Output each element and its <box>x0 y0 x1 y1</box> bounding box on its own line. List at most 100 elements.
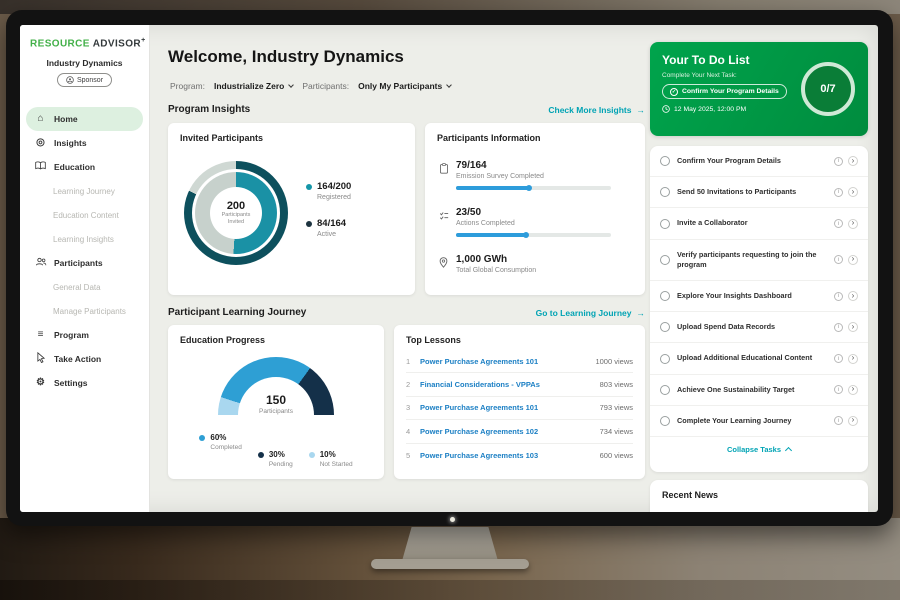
next-task-pill[interactable]: ✓ Confirm Your Program Details <box>662 84 787 99</box>
task-checkbox[interactable] <box>660 156 670 167</box>
info-icon[interactable] <box>834 255 843 265</box>
due-date-text: 12 May 2025, 12:00 PM <box>674 105 747 113</box>
sidebar-item-insights[interactable]: ◎ Insights <box>20 131 149 155</box>
education-gauge-chart <box>218 357 334 415</box>
chevron-right-icon[interactable] <box>848 353 858 364</box>
lesson-link[interactable]: Power Purchase Agreements 103 <box>420 450 539 460</box>
info-icon[interactable] <box>834 156 843 166</box>
sidebar-item-general-data[interactable]: General Data <box>20 275 149 299</box>
settings-gear-icon: ⚙ <box>36 377 45 388</box>
lesson-row[interactable]: 4 Power Purchase Agreements 102 734 view… <box>406 420 633 444</box>
todo-item[interactable]: Verify participants requesting to join t… <box>650 240 868 282</box>
info-icon[interactable] <box>834 219 843 228</box>
chevron-right-icon[interactable] <box>848 254 858 265</box>
task-checkbox[interactable] <box>660 291 670 302</box>
progress-bar <box>456 185 611 191</box>
home-icon: ⌂ <box>37 113 44 124</box>
chevron-right-icon[interactable] <box>848 291 858 302</box>
task-checkbox[interactable] <box>660 353 670 364</box>
lesson-link[interactable]: Financial Considerations - VPPAs <box>420 380 540 390</box>
task-checkbox[interactable] <box>660 218 670 229</box>
lesson-views: 734 views <box>599 426 633 436</box>
sidebar-item-education[interactable]: Education <box>20 155 149 179</box>
todo-progress-count: 0/7 <box>820 83 836 95</box>
task-checkbox[interactable] <box>660 322 670 333</box>
chevron-right-icon[interactable] <box>848 218 858 229</box>
lesson-row[interactable]: 5 Power Purchase Agreements 103 600 view… <box>406 444 633 467</box>
participants-select[interactable]: Only My Participants <box>358 81 453 91</box>
chevron-right-icon[interactable] <box>848 384 858 395</box>
stat-label: Actions Completed <box>456 220 515 227</box>
todo-item[interactable]: Send 50 Invitations to Participants <box>650 177 868 209</box>
legend-not-started: 10% Not Started <box>308 450 353 468</box>
gauge-label: Participants <box>259 408 293 415</box>
todo-item[interactable]: Complete Your Learning Journey <box>650 406 868 438</box>
go-to-learning-journey-link[interactable]: Go to Learning Journey <box>536 308 645 318</box>
lesson-link[interactable]: Power Purchase Agreements 102 <box>420 426 539 436</box>
check-icon: ✓ <box>670 87 678 96</box>
lesson-rank: 4 <box>406 426 411 436</box>
task-checkbox[interactable] <box>660 187 670 198</box>
sidebar-item-take-action[interactable]: Take Action <box>20 347 149 371</box>
check-more-insights-link[interactable]: Check More Insights <box>548 105 645 115</box>
todo-item[interactable]: Invite a Collaborator <box>650 208 868 240</box>
chevron-right-icon[interactable] <box>848 322 858 333</box>
lesson-row[interactable]: 3 Power Purchase Agreements 101 793 view… <box>406 397 633 421</box>
monitor-stand <box>402 527 498 561</box>
sidebar-item-manage-participants[interactable]: Manage Participants <box>20 299 149 323</box>
card-title: Top Lessons <box>406 335 461 345</box>
card-title: Education Progress <box>180 335 266 345</box>
info-icon[interactable] <box>834 416 843 426</box>
task-checkbox[interactable] <box>660 254 670 265</box>
sponsor-badge[interactable]: Sponsor <box>56 73 113 88</box>
todo-item[interactable]: Confirm Your Program Details <box>650 146 868 178</box>
monitor-stand-base <box>371 559 529 569</box>
todo-item[interactable]: Upload Additional Educational Content <box>650 343 868 375</box>
info-icon[interactable] <box>834 354 843 364</box>
sidebar-item-learning-insights[interactable]: Learning Insights <box>20 227 149 251</box>
sidebar-item-participants[interactable]: Participants <box>20 251 149 275</box>
legend-value: 84/164 <box>317 218 347 229</box>
sidebar-item-education-content[interactable]: Education Content <box>20 203 149 227</box>
info-icon[interactable] <box>834 385 843 395</box>
task-checkbox[interactable] <box>660 415 670 426</box>
recent-news-card: Recent News <box>650 480 868 512</box>
location-pin-icon <box>439 255 448 273</box>
todo-summary-card: Your To Do List Complete Your Next Task:… <box>650 42 868 136</box>
chevron-down-icon <box>446 82 453 88</box>
pending-dot-icon <box>257 451 264 458</box>
lesson-row[interactable]: 1 Power Purchase Agreements 101 1000 vie… <box>406 350 633 374</box>
legend-value: 10% <box>319 450 336 459</box>
legend-registered: 164/200 Registered <box>306 181 351 201</box>
info-icon[interactable] <box>834 291 843 301</box>
donut-center-value: 200 <box>226 200 246 213</box>
chevron-right-icon[interactable] <box>848 415 858 426</box>
todo-item[interactable]: Explore Your Insights Dashboard <box>650 281 868 313</box>
sidebar-nav: ⌂ Home ◎ Insights Education Learning Jou… <box>20 107 149 395</box>
consumption-row: 1,000 GWh Total Global Consumption <box>439 254 633 274</box>
task-checkbox[interactable] <box>660 384 670 395</box>
progress-bar <box>456 232 611 238</box>
lesson-link[interactable]: Power Purchase Agreements 101 <box>420 356 539 366</box>
sidebar-item-settings[interactable]: ⚙ Settings <box>20 371 149 395</box>
program-select[interactable]: Industrialize Zero <box>214 81 295 91</box>
todo-item[interactable]: Upload Spend Data Records <box>650 312 868 344</box>
app-logo: RESOURCE ADVISOR+ <box>30 37 149 49</box>
sidebar-item-home[interactable]: ⌂ Home <box>26 107 143 131</box>
collapse-tasks-link[interactable]: Collapse Tasks <box>650 437 868 462</box>
chevron-right-icon[interactable] <box>848 156 858 167</box>
chevron-right-icon[interactable] <box>848 187 858 198</box>
todo-item[interactable]: Achieve One Sustainability Target <box>650 375 868 406</box>
sidebar-item-learning-journey[interactable]: Learning Journey <box>20 179 149 203</box>
lesson-link[interactable]: Power Purchase Agreements 101 <box>420 403 539 413</box>
sidebar-item-program[interactable]: ≡ Program <box>20 323 149 347</box>
invited-donut-chart: 200 Participants Invited <box>184 161 288 265</box>
lesson-row[interactable]: 2 Financial Considerations - VPPAs 803 v… <box>406 373 633 397</box>
app-window: RESOURCE ADVISOR+ Industry Dynamics Spon… <box>20 25 878 512</box>
task-label: Confirm Your Program Details <box>677 156 781 165</box>
todo-title: Your To Do List <box>662 53 750 67</box>
legend-active: 84/164 Active <box>306 218 351 238</box>
info-icon[interactable] <box>834 322 843 332</box>
next-task-label: Confirm Your Program Details <box>682 88 779 95</box>
info-icon[interactable] <box>834 187 843 197</box>
